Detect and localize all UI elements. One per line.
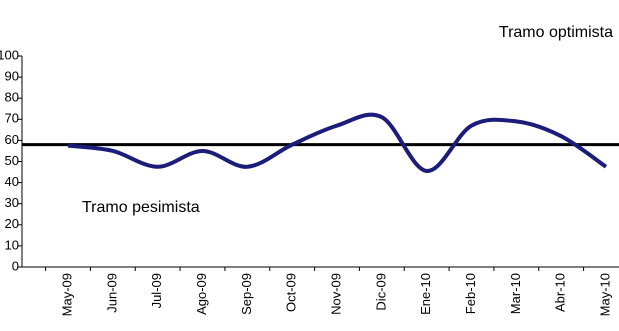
x-tick-label: May-10 bbox=[597, 273, 612, 316]
x-tick-label: Feb-10 bbox=[463, 273, 478, 314]
x-tick-label: Nov-09 bbox=[328, 273, 343, 315]
x-tick-label: Ene-10 bbox=[418, 273, 433, 315]
x-tick-label: Jun-09 bbox=[104, 273, 119, 313]
y-tick-label: 100 bbox=[0, 47, 19, 62]
y-tick-label: 10 bbox=[5, 237, 19, 252]
annotation: Tramo pesimista bbox=[82, 199, 200, 216]
y-tick-label: 30 bbox=[5, 195, 19, 210]
x-tick-label: Mar-10 bbox=[508, 273, 523, 314]
x-tick-label: May-09 bbox=[59, 273, 74, 316]
y-tick-label: 0 bbox=[12, 258, 19, 273]
x-tick-label: Ago-09 bbox=[194, 273, 209, 315]
y-tick-label: 20 bbox=[5, 216, 19, 231]
y-tick-label: 70 bbox=[5, 111, 19, 126]
annotation: Tramo optimista bbox=[499, 24, 613, 41]
y-tick-label: 60 bbox=[5, 132, 19, 147]
series-line bbox=[67, 112, 608, 173]
x-tick-label: Oct-09 bbox=[284, 273, 299, 312]
x-tick-label: Jul-09 bbox=[149, 273, 164, 308]
x-tick-label: Abr-10 bbox=[553, 273, 568, 312]
y-tick-label: 90 bbox=[5, 69, 19, 84]
y-tick-label: 80 bbox=[5, 90, 19, 105]
x-tick-label: Sep-09 bbox=[239, 273, 254, 315]
y-tick-label: 50 bbox=[5, 153, 19, 168]
y-tick-label: 40 bbox=[5, 174, 19, 189]
x-tick-label: Dic-09 bbox=[373, 273, 388, 311]
